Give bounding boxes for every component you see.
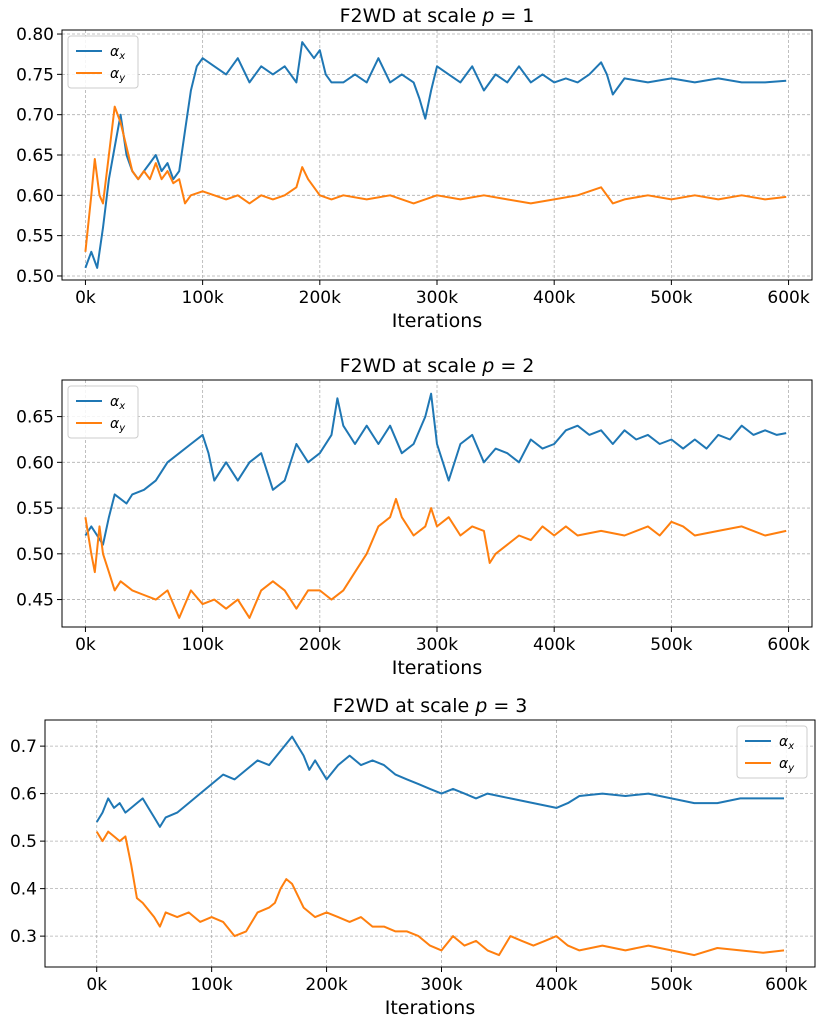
x-tick-label: 200k [299, 635, 341, 655]
legend: αx αy [67, 35, 139, 89]
series-line-alpha-y [84, 105, 787, 252]
series-line-alpha-x [84, 392, 787, 546]
x-axis-label: Iterations [392, 310, 483, 332]
legend-label-alpha-x: αx [110, 394, 125, 412]
y-tick-label: 0.75 [16, 65, 54, 85]
series-line-alpha-x [95, 735, 784, 828]
x-tick-label: 0k [75, 635, 96, 655]
series-line-alpha-y [84, 497, 787, 619]
y-tick-label: 0.4 [10, 880, 37, 900]
chart-panel-1: F2WD at scale p = 1 0k 100k 200k 300k 400k 500… [16, 5, 813, 332]
x-tick-label: 0k [75, 288, 96, 308]
legend-box [67, 35, 139, 89]
x-tick-label: 500k [650, 635, 692, 655]
y-tick-label: 0.5 [10, 832, 37, 852]
x-axis-label: Iterations [392, 657, 483, 679]
y-tick-label: 0.55 [16, 499, 54, 519]
series-line-alpha-x [84, 41, 787, 269]
y-tick-label: 0.3 [10, 927, 37, 947]
x-tick-label: 100k [181, 635, 223, 655]
legend-label-alpha-x: αx [110, 44, 125, 62]
y-tick-label: 0.60 [16, 453, 54, 473]
x-tick-label: 100k [181, 288, 223, 308]
y-tick-label: 0.70 [16, 106, 54, 126]
x-tick-label: 300k [420, 975, 462, 995]
y-tick-label: 0.6 [10, 785, 37, 805]
y-tick-label: 0.65 [16, 146, 54, 166]
y-tick-label: 0.80 [16, 25, 54, 45]
x-tick-label: 200k [299, 288, 341, 308]
legend-label-alpha-y: αy [779, 756, 795, 774]
chart-title: F2WD at scale p = 1 [340, 5, 535, 27]
y-tick-label: 0.50 [16, 267, 54, 287]
axes-frame [44, 719, 816, 968]
y-tick-label: 0.65 [16, 408, 54, 428]
x-tick-label: 500k [650, 288, 692, 308]
y-tick-label: 0.45 [16, 591, 54, 611]
x-tick-label: 100k [190, 975, 232, 995]
x-tick-label: 600k [765, 975, 807, 995]
chart-title: F2WD at scale p = 2 [340, 355, 535, 377]
y-tick-label: 0.60 [16, 186, 54, 206]
legend-label-alpha-y: αy [110, 416, 126, 434]
legend: αx αy [736, 725, 808, 779]
x-tick-label: 400k [535, 975, 577, 995]
x-tick-label: 200k [305, 975, 347, 995]
x-tick-label: 600k [767, 288, 809, 308]
y-tick-label: 0.7 [10, 737, 37, 757]
x-tick-label: 300k [416, 288, 458, 308]
legend-box [67, 385, 139, 439]
chart-panel-3: F2WD at scale p = 3 0k 100k 200k 300k 400k 500… [10, 695, 816, 1019]
legend-label-alpha-x: αx [779, 734, 794, 752]
x-tick-label: 300k [416, 635, 458, 655]
legend-label-alpha-y: αy [110, 66, 126, 84]
x-tick-label: 500k [650, 975, 692, 995]
x-tick-label: 400k [533, 288, 575, 308]
y-tick-label: 0.50 [16, 545, 54, 565]
x-tick-label: 0k [86, 975, 107, 995]
series-line-alpha-y [95, 830, 785, 957]
x-axis-label: Iterations [385, 997, 476, 1019]
chart-title: F2WD at scale p = 3 [333, 695, 528, 717]
y-tick-label: 0.55 [16, 227, 54, 247]
x-tick-label: 600k [767, 635, 809, 655]
x-tick-label: 400k [533, 635, 575, 655]
chart-panel-2: F2WD at scale p = 2 0k 100k 200k 300k 400k 500… [16, 355, 813, 679]
legend: αx αy [67, 385, 139, 439]
legend-box [736, 725, 808, 779]
